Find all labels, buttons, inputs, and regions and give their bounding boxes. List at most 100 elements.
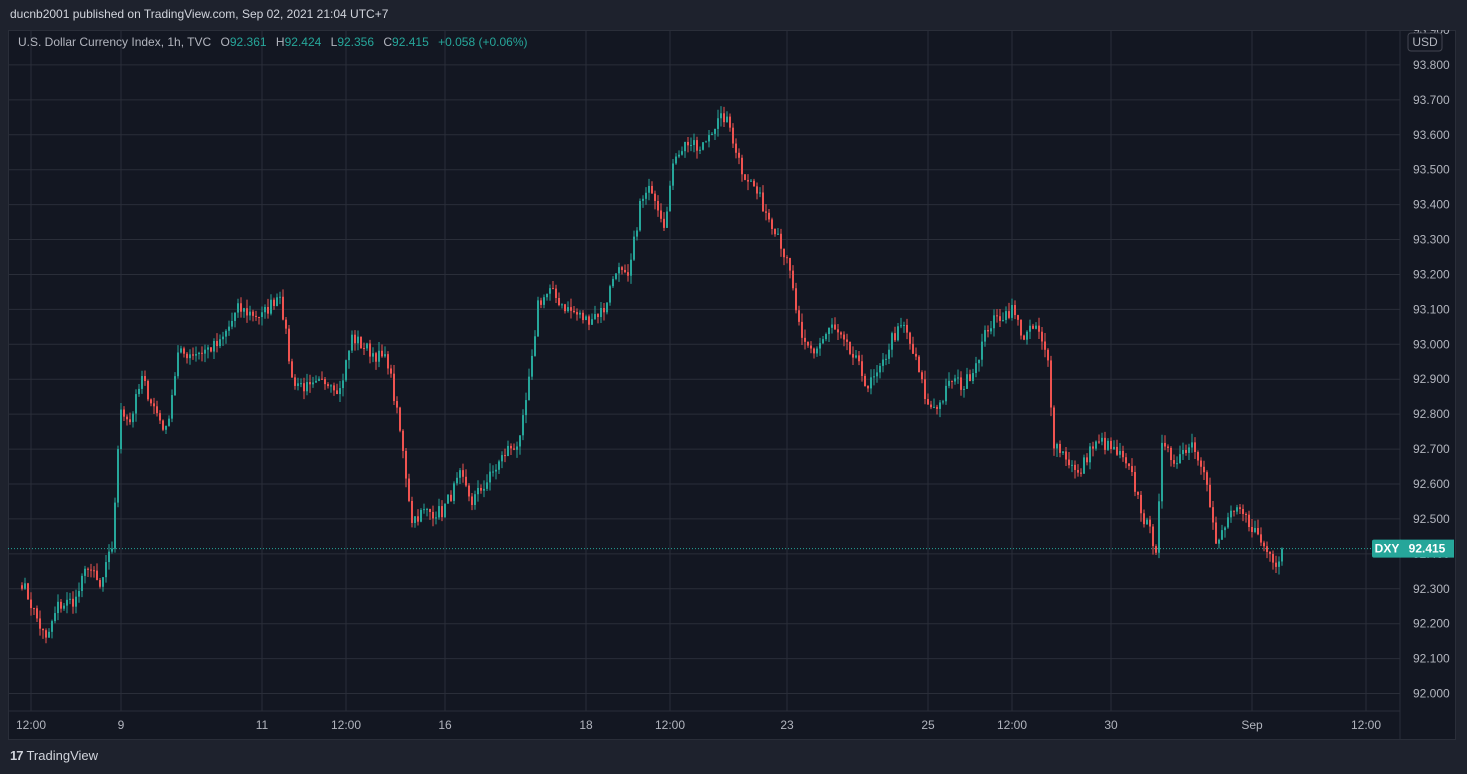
tradingview-brand: TradingView [26, 748, 99, 763]
candle-body [543, 297, 545, 305]
candle-body [582, 312, 584, 321]
currency-badge[interactable]: USD [1407, 32, 1443, 52]
candle [1068, 451, 1070, 469]
price-tick-label: 93.200 [1413, 267, 1450, 281]
candle-body [282, 296, 284, 320]
candle-body [978, 359, 980, 364]
candle-body [183, 348, 185, 354]
candle-body [21, 585, 23, 589]
candle [690, 137, 692, 152]
candle-body [117, 449, 119, 503]
candle-body [627, 272, 629, 276]
candle [705, 140, 707, 143]
candle-body [231, 320, 233, 327]
candle [132, 411, 134, 428]
candle [825, 332, 827, 342]
candle-body [1278, 561, 1280, 567]
candle-body [441, 506, 443, 518]
candle [402, 429, 404, 459]
candle-body [828, 327, 830, 335]
candle [1011, 298, 1013, 321]
candle [174, 372, 176, 396]
candle [420, 508, 422, 523]
symbol-badge-label: DXY [1375, 542, 1400, 556]
candle [651, 181, 653, 194]
candle-body [1143, 513, 1145, 525]
candle [681, 146, 683, 156]
candle-body [375, 353, 377, 362]
time-axis[interactable]: 12:00 9 11 12:00 16 18 12:00 23 25 12:00 30 Sep 12:0… [16, 718, 1381, 732]
candle-body [1149, 519, 1151, 527]
candle-body [1224, 527, 1226, 531]
price-axis[interactable]: 92.00092.10092.20092.30092.40092.50092.6… [1413, 30, 1450, 701]
candle-body [414, 516, 416, 523]
candle [372, 347, 374, 363]
candle [1092, 441, 1094, 457]
candle [1167, 444, 1169, 453]
candle-body [879, 365, 881, 373]
candle-body [1191, 442, 1193, 448]
candle-body [498, 461, 500, 470]
time-tick-label: 30 [1104, 718, 1118, 732]
candle [885, 354, 887, 366]
candle-body [1053, 407, 1055, 449]
candle [990, 321, 992, 335]
candle-body [1218, 539, 1220, 544]
candle-body [1263, 542, 1265, 547]
candle-body [345, 360, 347, 381]
candle [1122, 445, 1124, 462]
candle-body [990, 328, 992, 332]
candle [726, 111, 728, 123]
candle-body [756, 186, 758, 194]
candle-body [1161, 442, 1163, 502]
candle [225, 329, 227, 344]
candle-body [1113, 446, 1115, 450]
candle-body [177, 352, 179, 377]
candle-body [759, 192, 761, 194]
candle [435, 511, 437, 525]
candle-body [120, 409, 122, 450]
candle [855, 349, 857, 359]
candle [915, 347, 917, 361]
candle-body [900, 325, 902, 327]
candle [198, 351, 200, 360]
candle-body [1266, 546, 1268, 552]
candle [282, 289, 284, 321]
candle [789, 257, 791, 279]
ohlc-legend[interactable]: U.S. Dollar Currency Index, 1h, TVC O92.… [18, 35, 528, 49]
candle [1053, 405, 1055, 456]
candle [852, 346, 854, 365]
chart-frame[interactable] [8, 30, 1456, 740]
candle-body [303, 383, 305, 392]
chart-canvas[interactable]: 92.00092.10092.20092.30092.40092.50092.6… [8, 30, 1456, 740]
candle [822, 336, 824, 345]
candle [447, 494, 449, 505]
candle-body [30, 599, 32, 609]
candle [438, 498, 440, 520]
candle-body [648, 185, 650, 193]
candle-body [1044, 341, 1046, 350]
candle-body [564, 304, 566, 312]
candle [684, 141, 686, 158]
candle-body [1083, 457, 1085, 474]
candle [723, 106, 725, 127]
candle [720, 106, 722, 127]
candle-body [360, 336, 362, 349]
candle [1017, 314, 1019, 326]
candle-body [558, 297, 560, 306]
time-tick-label: 12:00 [1351, 718, 1381, 732]
candle-body [537, 300, 539, 337]
candle [276, 293, 278, 307]
candle-body [678, 154, 680, 157]
candle [141, 370, 143, 394]
footer[interactable]: 17 TradingView [10, 748, 98, 763]
candle [792, 265, 794, 291]
candle-body [999, 316, 1001, 321]
change-value: +0.058 (+0.06%) [438, 35, 528, 49]
candle [87, 567, 89, 577]
candle [1131, 458, 1133, 476]
candle-body [870, 377, 872, 389]
candle [504, 448, 506, 463]
candle [378, 342, 380, 368]
high-label: H [275, 35, 285, 49]
